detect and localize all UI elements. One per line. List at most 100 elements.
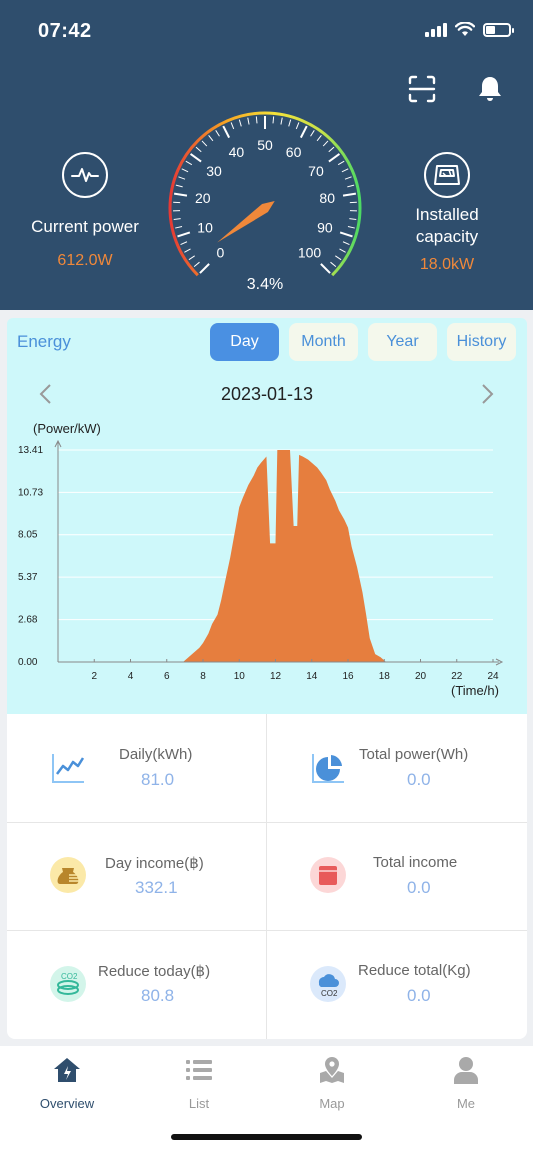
date-selector: 2023-01-13 bbox=[7, 378, 527, 408]
x-tick-label: 18 bbox=[379, 671, 391, 682]
gauge-minor-tick bbox=[272, 116, 275, 124]
gauge-minor-tick bbox=[175, 226, 183, 229]
scan-icon[interactable] bbox=[407, 74, 437, 104]
gauge-minor-tick bbox=[344, 176, 352, 180]
gauge-ticks bbox=[173, 116, 357, 274]
current-power-label: Current power bbox=[31, 217, 139, 236]
gauge-tick-label: 0 bbox=[217, 245, 225, 261]
co2-cloud-icon: CO2 bbox=[308, 964, 348, 1004]
y-tick-label: 0.00 bbox=[18, 657, 38, 668]
gauge-minor-tick bbox=[188, 255, 195, 261]
gauge-minor-tick bbox=[280, 117, 283, 125]
list-icon bbox=[139, 1054, 259, 1086]
x-axis-arrow bbox=[495, 658, 504, 666]
home-icon bbox=[7, 1054, 127, 1086]
installed-capacity-metric: Installed capacity 18.0kW bbox=[362, 152, 532, 274]
wallet-icon bbox=[308, 855, 348, 895]
y-tick-label: 5.37 bbox=[18, 572, 38, 583]
gauge-minor-tick bbox=[316, 134, 322, 142]
current-power-value: 612.0W bbox=[57, 252, 113, 269]
status-time: 07:42 bbox=[38, 20, 92, 42]
power-area bbox=[183, 450, 387, 662]
gauge-minor-tick bbox=[330, 261, 337, 268]
gauge-minor-tick bbox=[201, 140, 208, 147]
line-chart-icon bbox=[48, 748, 88, 788]
stat-reduce-total[interactable]: CO2 Reduce total(Kg) 0.0 bbox=[267, 930, 527, 1038]
gauge-tick-label: 90 bbox=[317, 219, 333, 235]
gauge-minor-tick bbox=[238, 119, 242, 127]
y-tick-label: 8.05 bbox=[18, 530, 38, 541]
nav-list[interactable]: List bbox=[139, 1054, 259, 1111]
x-tick-label: 8 bbox=[200, 671, 206, 682]
gauge-major-tick bbox=[299, 125, 308, 139]
x-tick-label: 10 bbox=[234, 671, 246, 682]
x-tick-label: 12 bbox=[270, 671, 282, 682]
home-indicator bbox=[171, 1134, 362, 1140]
wifi-icon bbox=[455, 22, 475, 36]
gauge-minor-tick bbox=[215, 130, 220, 137]
gauge-minor-tick bbox=[288, 119, 292, 127]
gauge-needle bbox=[217, 200, 275, 243]
nav-overview[interactable]: Overview bbox=[7, 1054, 127, 1111]
gauge-tick-label: 20 bbox=[195, 190, 211, 206]
tab-history[interactable]: History bbox=[447, 323, 516, 361]
gauge-minor-tick bbox=[195, 146, 202, 153]
gauge-tick-label: 30 bbox=[206, 163, 222, 179]
period-tabs: Day Month Year History bbox=[210, 323, 516, 361]
gauge-minor-tick bbox=[180, 241, 188, 245]
gauge-minor-tick bbox=[184, 248, 191, 253]
energy-panel: Energy Day Month Year History 2023-01-13… bbox=[7, 318, 527, 714]
tab-month[interactable]: Month bbox=[289, 323, 358, 361]
gauge-minor-tick bbox=[185, 160, 193, 166]
gauge-minor-tick bbox=[173, 218, 181, 221]
gauge-minor-tick bbox=[347, 184, 355, 188]
map-icon bbox=[272, 1054, 392, 1086]
energy-title: Energy bbox=[17, 332, 71, 351]
power-chart: (Power/kW) (Time/h) 0.00 2.68 5.37 8.05 10.7… bbox=[18, 421, 504, 698]
gauge-minor-tick bbox=[181, 168, 189, 173]
gauge-percent: 3.4% bbox=[246, 276, 284, 293]
nav-map[interactable]: Map bbox=[272, 1054, 392, 1111]
power-gauge: 010 20 30 40 50 60 70 80 90 100 bbox=[168, 111, 362, 277]
gauge-minor-tick bbox=[208, 134, 214, 142]
stat-daily[interactable]: Daily(kWh) 81.0 bbox=[7, 714, 267, 822]
prev-date-arrow-icon[interactable] bbox=[31, 380, 59, 408]
chart-axes bbox=[54, 439, 504, 666]
gauge-minor-tick bbox=[178, 176, 186, 180]
stat-reduce-today[interactable]: CO2 Reduce today(฿) 80.8 bbox=[7, 930, 267, 1038]
nav-me[interactable]: Me bbox=[406, 1054, 526, 1111]
gauge-minor-tick bbox=[335, 255, 342, 261]
y-tick-label: 2.68 bbox=[18, 615, 38, 626]
installed-capacity-label: Installed capacity bbox=[415, 205, 479, 246]
x-tick-label: 20 bbox=[415, 671, 427, 682]
pie-chart-icon bbox=[308, 748, 348, 788]
tab-year[interactable]: Year bbox=[368, 323, 437, 361]
y-axis-arrow bbox=[54, 439, 62, 448]
person-icon bbox=[406, 1054, 526, 1086]
x-tick-label: 16 bbox=[342, 671, 354, 682]
gauge-minor-tick bbox=[322, 140, 329, 147]
pulse-icon bbox=[62, 152, 108, 198]
gauge-minor-tick bbox=[337, 160, 345, 166]
x-tick-label: 22 bbox=[451, 671, 463, 682]
status-icons bbox=[425, 22, 514, 37]
next-date-arrow-icon[interactable] bbox=[474, 380, 502, 408]
x-tick-label: 4 bbox=[128, 671, 134, 682]
tab-day[interactable]: Day bbox=[210, 323, 279, 361]
header: 07:42 bbox=[0, 0, 533, 310]
gauge-major-tick bbox=[199, 263, 210, 274]
gauge-major-tick bbox=[328, 153, 341, 163]
gauge-tick-label: 100 bbox=[298, 245, 322, 261]
panel-icon bbox=[424, 152, 470, 198]
cellular-signal-icon bbox=[425, 22, 447, 37]
gauge-major-tick bbox=[342, 192, 357, 197]
stat-day-income[interactable]: Day income(฿) 332.1 bbox=[7, 822, 267, 930]
gauge-major-tick bbox=[177, 231, 191, 238]
stat-total-power[interactable]: Total power(Wh) 0.0 bbox=[267, 714, 527, 822]
gauge-major-tick bbox=[339, 231, 353, 238]
x-axis-label: (Time/h) bbox=[451, 683, 499, 698]
stat-total-income[interactable]: Total income 0.0 bbox=[267, 822, 527, 930]
gauge-major-tick bbox=[189, 153, 202, 163]
bell-icon[interactable] bbox=[475, 74, 505, 104]
gauge-labels: 010 20 30 40 50 60 70 80 90 100 bbox=[195, 137, 335, 261]
